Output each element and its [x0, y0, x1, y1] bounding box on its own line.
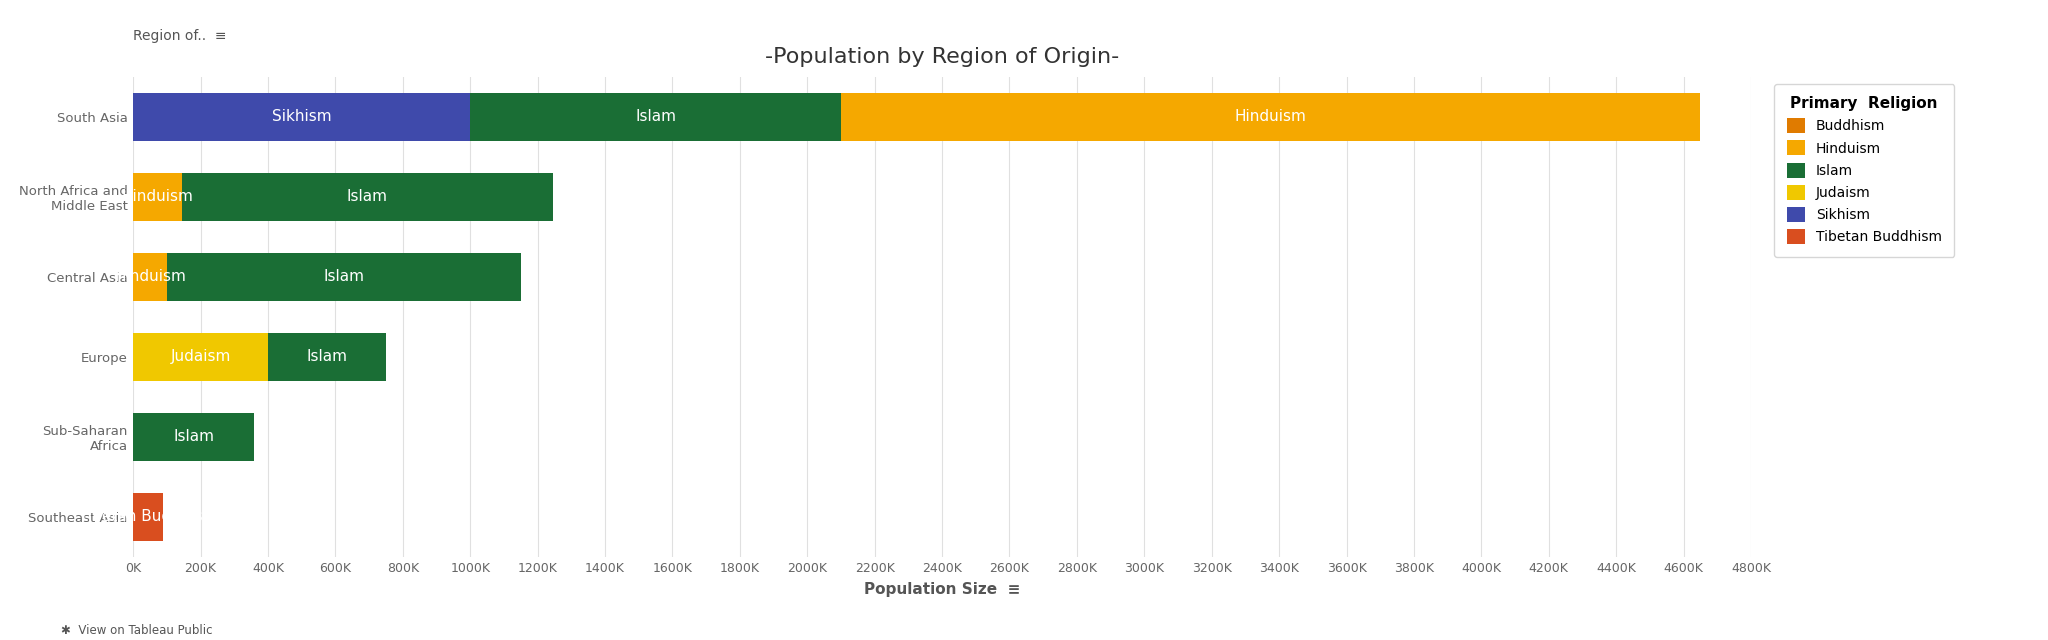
Text: ✱  View on Tableau Public: ✱ View on Tableau Public: [61, 623, 213, 637]
Bar: [182, 173, 553, 221]
Bar: [133, 413, 254, 461]
Text: Hinduism: Hinduism: [115, 269, 186, 284]
Bar: [471, 93, 842, 141]
X-axis label: Population Size  ≡: Population Size ≡: [864, 582, 1020, 597]
Text: Judaism: Judaism: [170, 349, 231, 364]
Bar: [133, 333, 268, 381]
Text: Region of..  ≡: Region of.. ≡: [133, 29, 227, 43]
Bar: [268, 333, 385, 381]
Bar: [133, 493, 164, 541]
Text: Islam: Islam: [307, 349, 348, 364]
Bar: [133, 253, 166, 301]
Text: Hinduism: Hinduism: [121, 189, 193, 204]
Text: Sikhism: Sikhism: [272, 109, 332, 124]
Text: Islam: Islam: [346, 189, 387, 204]
Text: Islam: Islam: [174, 429, 215, 444]
Text: Islam: Islam: [324, 269, 365, 284]
Text: Islam: Islam: [635, 109, 676, 124]
Legend: Buddhism, Hinduism, Islam, Judaism, Sikhism, Tibetan Buddhism: Buddhism, Hinduism, Islam, Judaism, Sikh…: [1774, 84, 1954, 257]
Title: -Population by Region of Origin-: -Population by Region of Origin-: [766, 47, 1118, 67]
Text: Tibetan Buddhism: Tibetan Buddhism: [80, 509, 217, 524]
Bar: [166, 253, 520, 301]
Text: Hinduism: Hinduism: [1235, 109, 1307, 124]
Bar: [842, 93, 1700, 141]
Bar: [133, 173, 182, 221]
Bar: [133, 93, 471, 141]
